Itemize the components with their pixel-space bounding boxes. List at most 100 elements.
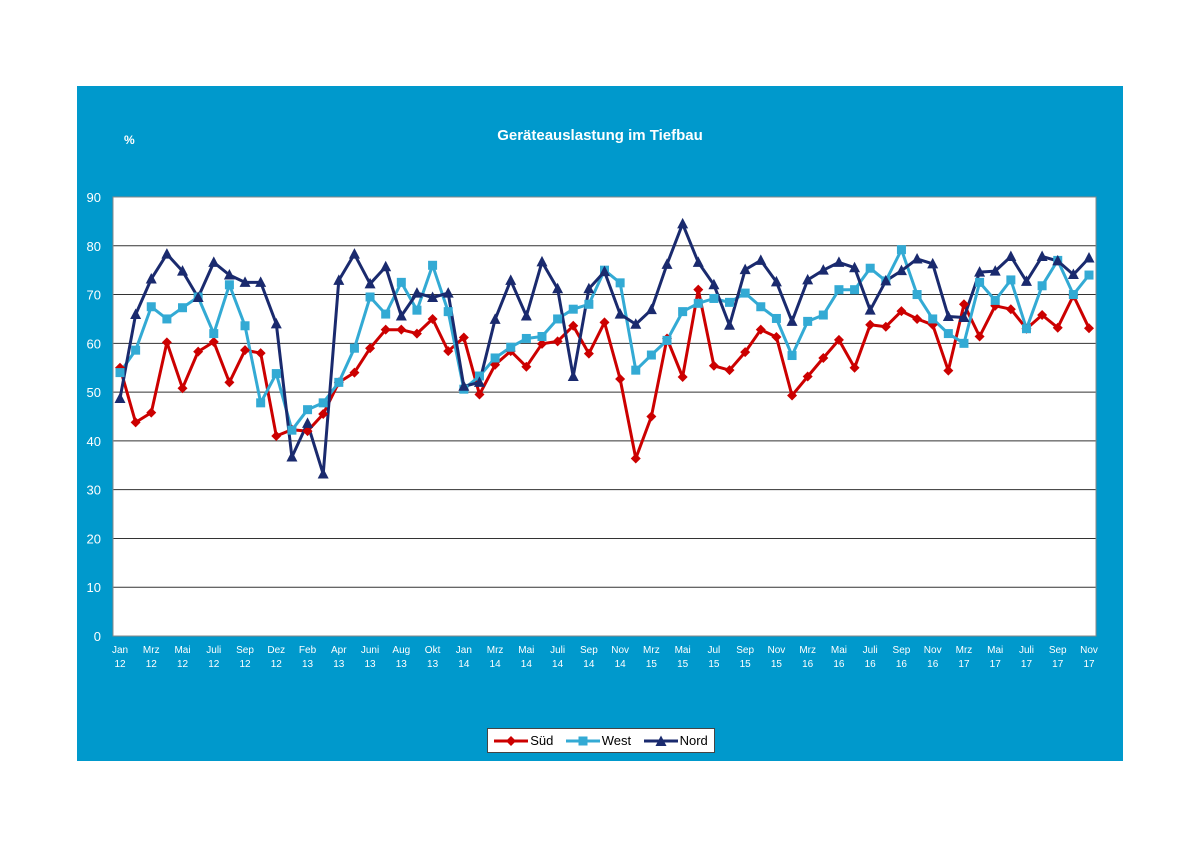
x-tick-label-30-month: Sep (1049, 645, 1067, 656)
point-süd-55 (974, 331, 985, 342)
point-süd-51 (912, 313, 923, 324)
x-tick-label-23-month: Mai (831, 645, 847, 656)
x-tick-label-24-year: 16 (865, 659, 877, 670)
point-süd-40 (740, 347, 751, 358)
point-west-24 (490, 353, 500, 363)
point-süd-59 (1037, 310, 1048, 321)
x-tick-label-1-month: Mrz (143, 645, 160, 656)
point-süd-8 (240, 345, 251, 356)
x-tick-label-18-year: 15 (677, 659, 689, 670)
point-nord-7 (223, 269, 235, 280)
x-tick-label-17-year: 15 (646, 659, 658, 670)
point-süd-44 (802, 371, 813, 382)
point-süd-6 (208, 336, 219, 347)
x-tick-label-7-month: Apr (331, 645, 347, 656)
x-tick-label-21-year: 15 (771, 659, 783, 670)
x-tick-label-31-year: 17 (1083, 659, 1095, 670)
x-tick-label-13-year: 14 (521, 659, 533, 670)
point-süd-50 (896, 306, 907, 317)
point-süd-39 (724, 365, 735, 376)
point-süd-20 (427, 313, 438, 324)
point-west-30 (584, 299, 594, 309)
point-süd-43 (787, 390, 798, 401)
point-süd-21 (443, 346, 454, 357)
point-nord-17 (380, 260, 392, 272)
point-west-39 (725, 297, 735, 307)
point-nord-57 (1005, 250, 1017, 262)
point-süd-38 (708, 360, 719, 371)
point-nord-30 (583, 282, 595, 294)
point-west-35 (662, 335, 672, 345)
point-süd-33 (630, 453, 641, 464)
point-west-33 (631, 365, 641, 375)
point-nord-48 (864, 304, 876, 315)
point-süd-4 (177, 383, 188, 394)
point-west-52 (928, 314, 938, 324)
point-süd-28 (552, 336, 563, 347)
point-nord-58 (1020, 275, 1032, 286)
point-nord-37 (692, 256, 704, 267)
point-west-4 (178, 303, 188, 313)
x-tick-label-15-month: Sep (580, 645, 598, 656)
point-nord-11 (286, 450, 298, 462)
point-süd-22 (458, 332, 469, 343)
legend-marker-west (565, 736, 600, 745)
point-west-11 (287, 425, 297, 435)
point-nord-1 (130, 308, 142, 320)
x-tick-label-16-year: 14 (615, 659, 627, 670)
x-tick-label-30-year: 17 (1052, 659, 1064, 670)
point-west-18 (396, 277, 406, 287)
point-süd-60 (1052, 322, 1063, 333)
point-west-25 (506, 342, 516, 352)
point-nord-62 (1083, 251, 1095, 263)
point-süd-47 (849, 362, 860, 373)
plot-border (112, 196, 1097, 637)
point-west-46 (834, 285, 844, 295)
point-nord-5 (192, 291, 204, 302)
point-west-54 (959, 338, 969, 348)
point-nord-55 (974, 266, 986, 277)
point-nord-3 (161, 248, 173, 259)
point-west-37 (693, 298, 703, 308)
x-tick-label-22-year: 16 (802, 659, 814, 670)
point-nord-42 (770, 275, 782, 287)
point-west-55 (975, 277, 985, 287)
point-west-51 (912, 290, 922, 300)
point-nord-33 (630, 318, 642, 329)
point-süd-26 (521, 361, 532, 372)
x-tick-label-18-month: Mai (675, 645, 691, 656)
x-tick-label-4-year: 12 (239, 659, 251, 670)
point-west-58 (1021, 324, 1031, 334)
point-süd-5 (193, 346, 204, 357)
point-west-38 (709, 293, 719, 303)
point-nord-50 (895, 264, 907, 276)
point-nord-14 (333, 274, 345, 285)
point-west-57 (1006, 275, 1016, 285)
point-süd-62 (1084, 323, 1094, 334)
point-süd-1 (130, 417, 141, 428)
point-süd-10 (271, 431, 282, 442)
point-west-17 (381, 309, 391, 319)
y-tick-label-60: 60 (87, 336, 101, 351)
x-tick-label-19-year: 15 (708, 659, 720, 670)
point-süd-19 (411, 328, 422, 339)
point-west-8 (240, 321, 250, 331)
point-nord-51 (911, 252, 923, 264)
point-nord-34 (645, 303, 657, 315)
point-nord-9 (255, 276, 267, 287)
x-tick-label-1-year: 12 (146, 659, 158, 670)
x-tick-label-20-month: Sep (736, 645, 754, 656)
y-tick-label-70: 70 (87, 288, 101, 303)
point-süd-53 (943, 365, 954, 376)
point-nord-52 (927, 257, 939, 269)
point-süd-49 (880, 321, 891, 332)
x-tick-label-2-month: Mai (174, 645, 190, 656)
point-nord-29 (567, 370, 579, 382)
point-nord-40 (739, 263, 751, 275)
x-tick-label-13-month: Mai (518, 645, 534, 656)
point-süd-42 (771, 331, 782, 342)
x-tick-label-7-year: 13 (333, 659, 345, 670)
y-tick-label-30: 30 (87, 483, 101, 498)
x-tick-label-21-month: Nov (768, 645, 786, 656)
